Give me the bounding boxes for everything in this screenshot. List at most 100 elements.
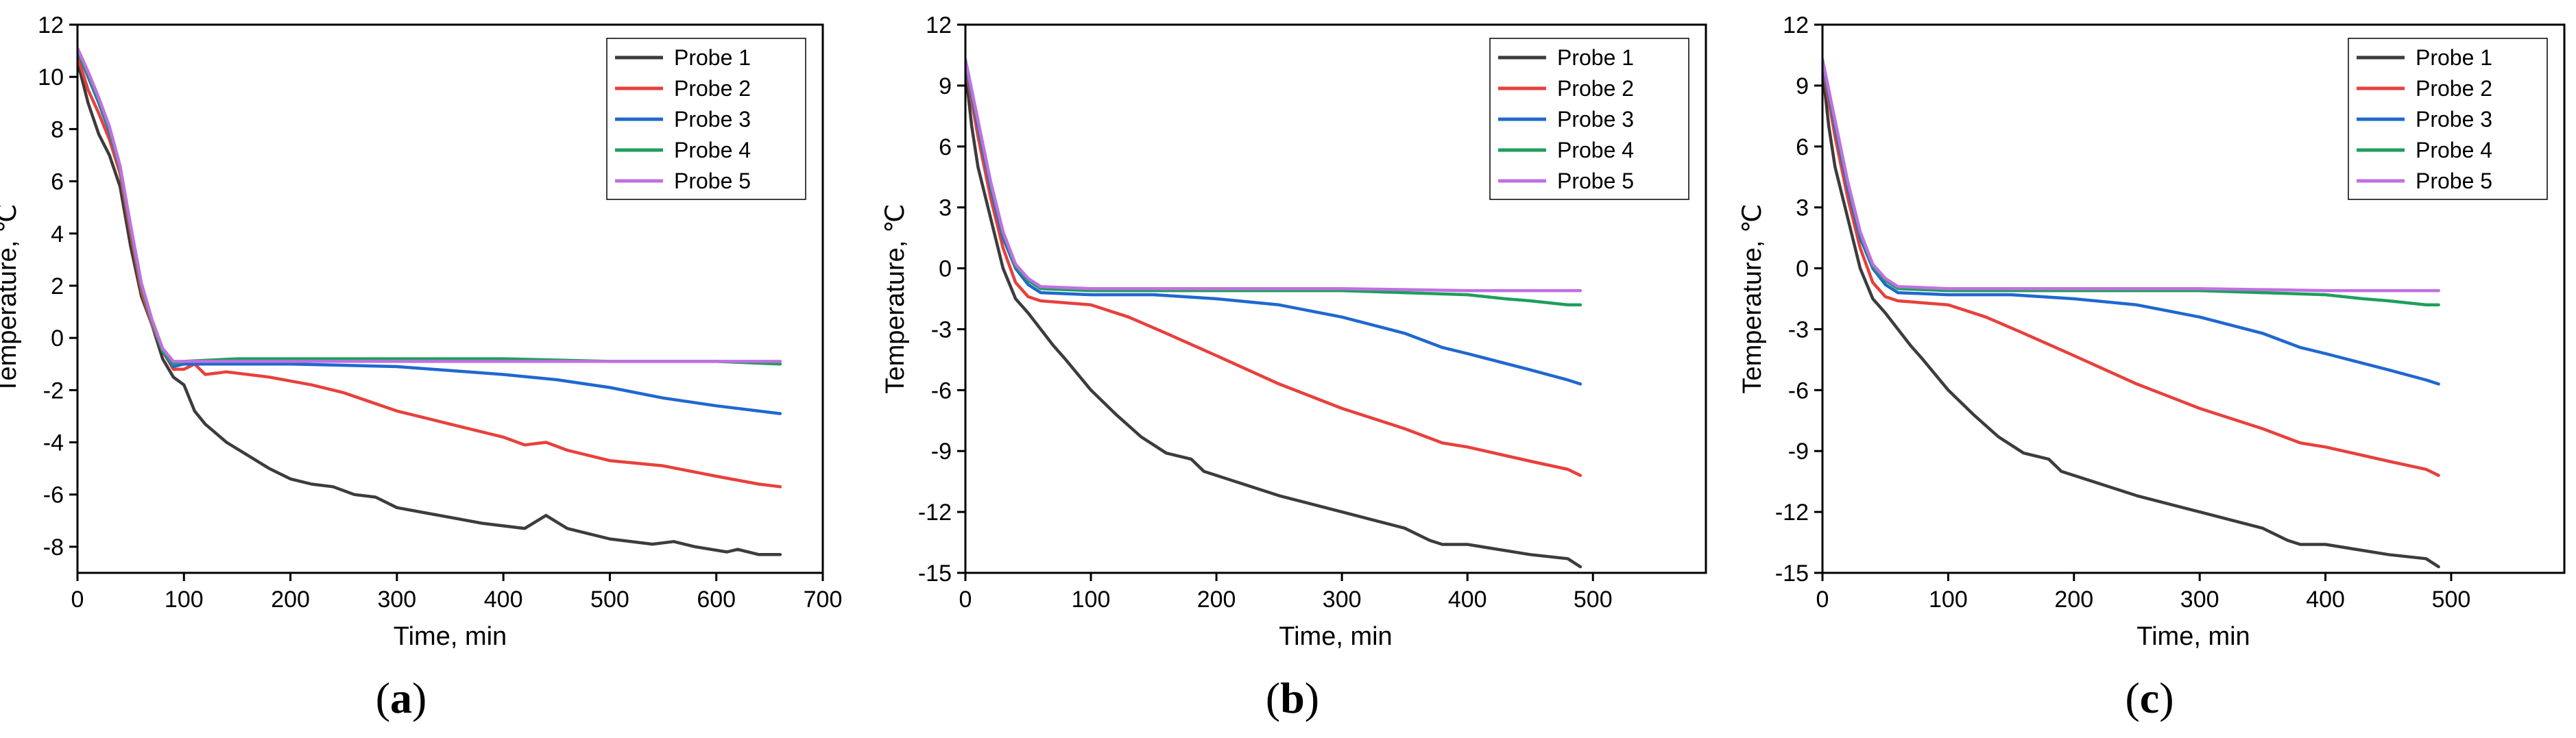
y-tick-label: -15 [1775,561,1809,587]
series-group [1822,58,2440,569]
y-tick-label: 0 [51,325,64,352]
y-tick-label: -3 [1788,317,1809,343]
chart-panel-c: 0 100 200 300 400 500 -15 -12 -9 -6 -3 0 3 6 9 12 Time, … [1738,12,2566,722]
panel-label-close: ) [2159,674,2174,722]
chart-panel-a: 0 100 200 300 400 500 600 700 -8 -6 -4 -2 0 2 4 6 8 10 12 T… [0,12,842,722]
y-tick-label: 6 [1796,134,1809,160]
y-tick-label: 8 [51,116,64,143]
y-tick-label: 10 [38,64,64,90]
series-line-probe-1 [965,67,1582,569]
x-tick-label: 100 [1929,587,1968,613]
y-tick-label: 2 [51,273,64,299]
legend-label: Probe 5 [1557,169,1634,193]
legend-label: Probe 4 [2416,138,2492,162]
x-tick-label: 0 [1816,587,1829,613]
legend-label: Probe 5 [674,169,751,193]
y-tick-label: -6 [43,482,64,508]
y-tick-label: -12 [918,500,952,526]
panel-label: (b) [1266,674,1319,722]
series-line-probe-4 [1822,60,2440,307]
series-line-probe-3 [965,62,1582,386]
legend-label: Probe 4 [1557,138,1634,162]
plot-frame [964,23,1707,574]
series-line-probe-2 [1822,64,2440,478]
y-axis-title: Temperature, ℃ [1738,204,1767,393]
legend-label: Probe 1 [1557,45,1634,70]
x-tick-label: 400 [1448,587,1487,613]
x-tick-label: 400 [484,587,523,613]
y-tick-label: 12 [926,12,952,38]
panel-label-letter: b [1280,674,1305,722]
series-line-probe-5 [965,58,1582,293]
y-tick-label: 12 [1783,12,1809,38]
x-tick-label: 200 [271,587,310,613]
panel-label-close: ) [412,674,426,722]
x-tick-label: 200 [1197,587,1236,613]
x-tick-label: 500 [1574,587,1613,613]
series-line-probe-1 [1822,67,2440,569]
legend-label: Probe 2 [674,76,751,101]
panel-label-close: ) [1305,674,1319,722]
y-tick-label: 0 [939,256,952,282]
y-axis-title: Temperature, ℃ [881,204,910,393]
x-tick-label: 400 [2306,587,2345,613]
plot-frame [1821,23,2566,574]
legend-label: Probe 1 [2416,45,2492,70]
x-tick-label: 300 [377,587,416,613]
x-axis-title: Time, min [1279,622,1392,651]
y-tick-label: 3 [1796,195,1809,221]
y-tick-label: 12 [38,12,64,38]
x-tick-label: 100 [1072,587,1111,613]
panel-label-letter: a [390,674,412,722]
series-group [77,47,782,556]
y-tick-label: -6 [1788,378,1809,404]
y-tick-label: -15 [918,561,952,587]
x-axis-title: Time, min [394,622,507,651]
x-tick-label: 100 [165,587,204,613]
y-tick-label: 6 [939,134,952,160]
x-tick-label: 600 [697,587,736,613]
legend-label: Probe 5 [2416,169,2492,193]
legend-label: Probe 3 [2416,107,2492,132]
chart-panel-b: 0 100 200 300 400 500 -15 -12 -9 -6 -3 0 3 6 9 12 Time, … [881,12,1707,722]
y-tick-label: -3 [931,317,952,343]
x-tick-label: 500 [590,587,629,613]
series-line-probe-3 [1822,62,2440,386]
x-tick-label: 300 [1323,587,1362,613]
y-tick-label: 9 [939,73,952,99]
legend-label: Probe 3 [1557,107,1634,132]
y-tick-label: 3 [939,195,952,221]
series-line-probe-4 [965,60,1582,307]
y-tick-label: 4 [51,221,64,247]
y-tick-label: -2 [43,378,64,404]
x-tick-label: 500 [2432,587,2471,613]
panel-label-letter: c [2140,674,2159,722]
y-tick-label: -6 [931,378,952,404]
y-tick-label: -9 [931,439,952,465]
legend-label: Probe 4 [674,138,751,162]
x-tick-label: 0 [959,587,972,613]
panel-label-open: ( [376,674,390,722]
y-tick-label: 9 [1796,73,1809,99]
x-tick-label: 0 [71,587,84,613]
plot-frame [76,23,824,574]
panel-label-open: ( [1266,674,1280,722]
x-tick-label: 300 [2180,587,2219,613]
y-tick-label: 0 [1796,256,1809,282]
panel-label: (a) [376,674,427,722]
panel-label: (c) [2125,674,2174,722]
legend-label: Probe 2 [2416,76,2492,101]
legend-label: Probe 3 [674,107,751,132]
legend-label: Probe 1 [674,45,751,70]
y-tick-label: -9 [1788,439,1809,465]
x-axis-title: Time, min [2136,622,2250,651]
y-tick-label: 6 [51,169,64,195]
y-axis-title: Temperature, ℃ [0,204,22,393]
y-tick-label: -4 [43,430,64,456]
series-group [965,58,1582,569]
series-line-probe-5 [77,47,782,363]
y-tick-label: -8 [43,534,64,561]
series-line-probe-5 [1822,58,2440,293]
